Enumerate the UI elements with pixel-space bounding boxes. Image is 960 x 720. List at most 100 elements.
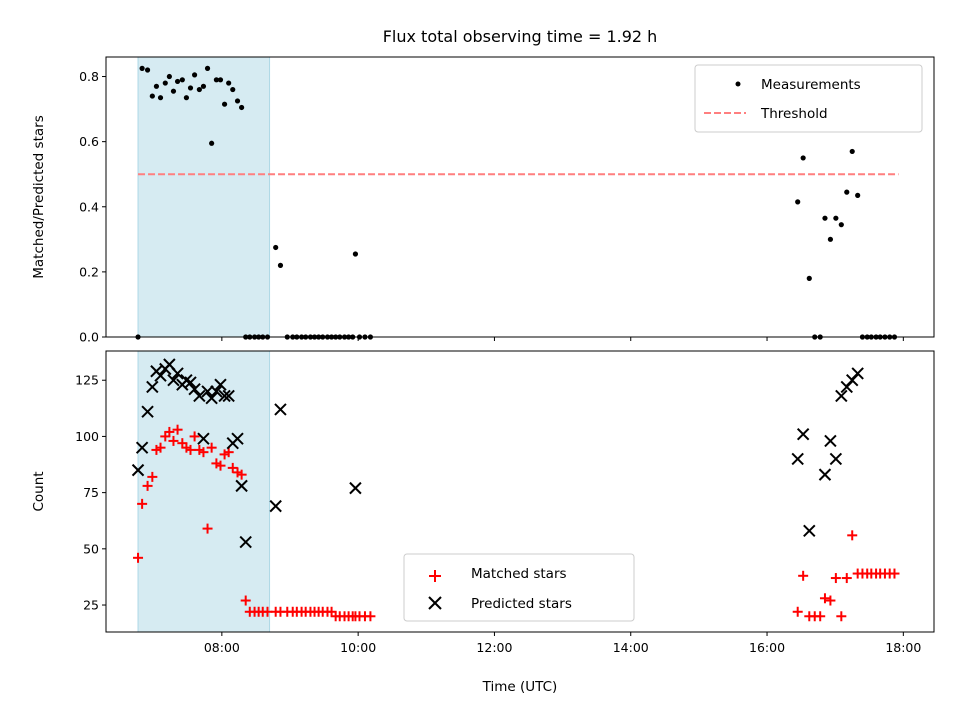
predicted-star-point — [214, 378, 227, 391]
measurement-point — [153, 83, 160, 89]
legend-label-threshold: Threshold — [760, 106, 828, 122]
predicted-star-point — [824, 434, 837, 448]
count-axes-frame — [105, 350, 935, 633]
matched-star-point — [185, 444, 196, 455]
x-tick-label: 08:00 — [204, 640, 240, 655]
predicted-star-point — [791, 452, 804, 466]
matched-star-point — [172, 424, 183, 435]
measurement-point — [277, 262, 284, 268]
measurement-point — [187, 85, 194, 91]
predicted-star-point — [210, 385, 223, 398]
y-tick-label: 125 — [75, 373, 99, 388]
measurement-point — [230, 86, 236, 93]
measurement-point — [273, 244, 279, 251]
matched-star-point — [825, 595, 836, 606]
measurement-point — [221, 101, 228, 107]
measurement-point — [191, 72, 198, 78]
observing-span-bottom — [137, 350, 271, 633]
predicted-star-point — [188, 383, 201, 396]
matched-star-point — [798, 570, 809, 581]
y-tick-label: 75 — [83, 485, 99, 500]
measurement-point — [183, 95, 190, 101]
matched-star-point — [847, 530, 858, 541]
legend-dot-marker — [735, 81, 741, 87]
measurement-point — [800, 155, 806, 161]
measurement-point — [179, 77, 185, 83]
predicted-star-point — [818, 468, 832, 481]
count-panel: 25 50 75 100 125 08:00 10:00 12:00 14:00 16:00 18… — [31, 350, 935, 695]
matched-star-point — [164, 426, 175, 437]
measurement-point — [157, 95, 164, 101]
matched-star-point — [841, 573, 852, 584]
x-tick-label: 16:00 — [749, 640, 785, 655]
count-legend-frame — [403, 553, 635, 622]
y-tick-label: 100 — [75, 429, 99, 444]
ratio-x-ticks — [221, 337, 904, 341]
ratio-y-ticks: 0.0 0.2 0.4 0.6 0.8 — [79, 69, 106, 345]
predicted-star-point — [184, 376, 197, 389]
measurement-point — [217, 77, 224, 83]
predicted-star-point — [274, 403, 287, 416]
matched-star-point — [155, 442, 166, 453]
predicted-star-point — [205, 392, 218, 405]
ratio-y-axis-label: Matched/Predicted stars — [31, 115, 47, 278]
matched-star-point — [142, 480, 153, 491]
matched-star-point — [815, 611, 826, 622]
matched-star-point — [215, 460, 226, 471]
measurement-point — [806, 275, 812, 281]
measurement-point — [838, 222, 844, 228]
predicted-star-point — [851, 367, 864, 380]
predicted-star-point — [803, 524, 816, 538]
y-tick-label: 25 — [83, 598, 99, 613]
measurement-point — [149, 93, 155, 99]
measurement-point — [196, 86, 202, 93]
ratio-axes-frame — [105, 56, 935, 338]
predicted-star-point — [269, 499, 282, 513]
matched-star-point — [202, 523, 213, 534]
predicted-star-point — [349, 481, 362, 495]
y-tick-label: 0.8 — [79, 69, 99, 84]
legend-label-matched-stars: Matched stars — [471, 566, 567, 582]
y-tick-label: 0.0 — [79, 330, 99, 345]
predicted-star-point — [171, 367, 184, 380]
predicted-star-point — [222, 389, 235, 403]
measurement-point — [139, 65, 145, 71]
legend-plus-marker — [429, 570, 441, 582]
measurement-point — [204, 65, 211, 71]
count-y-axis-label: Count — [31, 471, 47, 511]
matched-star-point — [240, 595, 251, 606]
predicted-star-point — [146, 380, 159, 394]
measurement-point — [822, 215, 828, 221]
measurement-point — [162, 80, 168, 86]
matched-star-point — [206, 442, 217, 453]
matched-star-point — [189, 431, 200, 442]
count-x-ticks: 08:00 10:00 12:00 14:00 16:00 18:00 — [204, 632, 921, 655]
matched-star-point — [133, 552, 144, 563]
legend-label-predicted-stars: Predicted stars — [471, 596, 572, 612]
measurement-point — [827, 236, 834, 242]
matched-star-point — [227, 462, 238, 473]
measurement-point — [209, 140, 215, 146]
matched-star-point — [836, 611, 847, 622]
predicted-star-point — [193, 389, 206, 403]
predicted-stars-points — [131, 358, 864, 549]
predicted-star-point — [218, 389, 231, 403]
measurement-point — [213, 77, 219, 83]
measurement-point — [200, 83, 207, 89]
measurement-point — [174, 78, 181, 85]
predicted-star-point — [796, 427, 810, 441]
measurement-point — [855, 192, 861, 198]
predicted-star-point — [154, 369, 167, 382]
measurement-point — [226, 80, 232, 86]
predicted-star-point — [197, 432, 210, 445]
x-tick-label: 14:00 — [613, 640, 649, 655]
predicted-star-point — [135, 441, 149, 454]
y-tick-label: 0.6 — [79, 134, 99, 149]
y-tick-label: 0.2 — [79, 264, 99, 279]
x-tick-label: 10:00 — [340, 640, 376, 655]
legend-label-measurements: Measurements — [761, 77, 861, 93]
y-tick-label: 50 — [83, 541, 99, 556]
measurement-point — [833, 215, 839, 221]
matched-star-point — [198, 447, 209, 458]
measurement-point — [795, 199, 801, 205]
